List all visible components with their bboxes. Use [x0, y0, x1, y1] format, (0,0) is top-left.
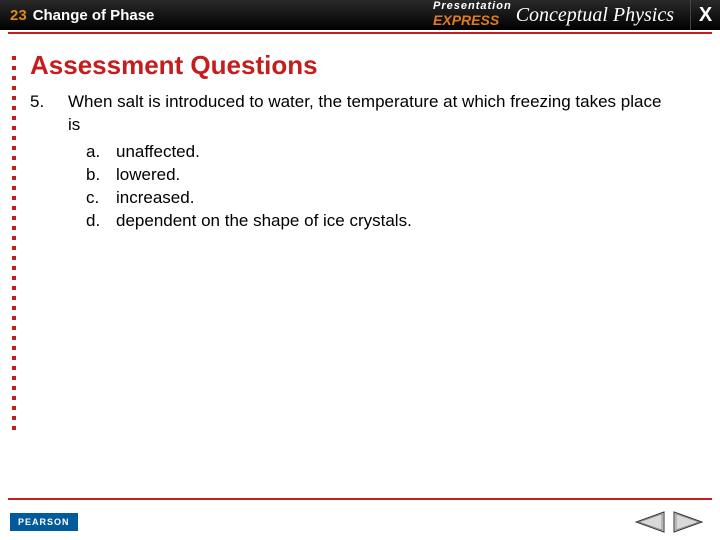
brand-presentation-text: Presentation: [433, 0, 512, 12]
nav-arrows: [632, 510, 710, 534]
margin-dot: [12, 296, 16, 300]
question-body: When salt is introduced to water, the te…: [68, 91, 668, 233]
arrow-right-icon: [672, 510, 706, 534]
margin-dot: [12, 376, 16, 380]
chapter-title: Change of Phase: [33, 7, 155, 24]
brand-book-title: Conceptual Physics: [512, 4, 684, 27]
publisher-logo: PEARSON: [10, 513, 78, 531]
chapter-label: 23 Change of Phase: [0, 0, 164, 30]
margin-dot: [12, 246, 16, 250]
section-title: Assessment Questions: [30, 50, 700, 81]
margin-dot: [12, 366, 16, 370]
section-title-text: Assessment Questions: [30, 50, 318, 80]
choice-text: lowered.: [116, 164, 180, 187]
choice-text: dependent on the shape of ice crystals.: [116, 210, 412, 233]
close-icon: X: [699, 4, 712, 27]
margin-dot: [12, 276, 16, 280]
margin-dot: [12, 256, 16, 260]
footer-bar: PEARSON: [0, 504, 720, 540]
margin-dot: [12, 396, 16, 400]
arrow-left-icon: [632, 510, 666, 534]
footer: PEARSON: [0, 498, 720, 540]
question-block: 5. When salt is introduced to water, the…: [30, 91, 700, 233]
choice-item: a. unaffected.: [86, 141, 668, 164]
margin-dot: [12, 306, 16, 310]
choice-item: c. increased.: [86, 187, 668, 210]
margin-dot: [12, 346, 16, 350]
choice-text: increased.: [116, 187, 194, 210]
choice-letter: b.: [86, 164, 104, 187]
margin-dot: [12, 356, 16, 360]
close-button[interactable]: X: [690, 0, 720, 30]
margin-dot: [12, 316, 16, 320]
prev-button[interactable]: [632, 510, 666, 534]
margin-dot: [12, 386, 16, 390]
margin-dot: [12, 426, 16, 430]
brand-express-text: EXPRESS: [433, 12, 512, 28]
margin-dot: [12, 406, 16, 410]
next-button[interactable]: [672, 510, 706, 534]
question-number: 5.: [30, 91, 50, 233]
margin-dot: [12, 286, 16, 290]
question-stem: When salt is introduced to water, the te…: [68, 91, 668, 137]
topbar-spacer: [164, 0, 433, 30]
choice-letter: a.: [86, 141, 104, 164]
choice-letter: d.: [86, 210, 104, 233]
choice-list: a. unaffected. b. lowered. c. increased. d. dep…: [68, 141, 668, 233]
margin-dot: [12, 266, 16, 270]
margin-dot: [12, 326, 16, 330]
choice-text: unaffected.: [116, 141, 200, 164]
footer-rule: [8, 498, 712, 500]
brand-block: Presentation EXPRESS Conceptual Physics: [433, 0, 690, 30]
slide-content: Assessment Questions 5. When salt is int…: [0, 34, 720, 233]
top-bar: 23 Change of Phase Presentation EXPRESS …: [0, 0, 720, 30]
margin-dot: [12, 236, 16, 240]
margin-dot: [12, 416, 16, 420]
choice-item: d. dependent on the shape of ice crystals…: [86, 210, 668, 233]
chapter-number: 23: [10, 7, 27, 24]
choice-letter: c.: [86, 187, 104, 210]
margin-dot: [12, 336, 16, 340]
choice-item: b. lowered.: [86, 164, 668, 187]
brand-stack: Presentation EXPRESS: [433, 0, 512, 28]
